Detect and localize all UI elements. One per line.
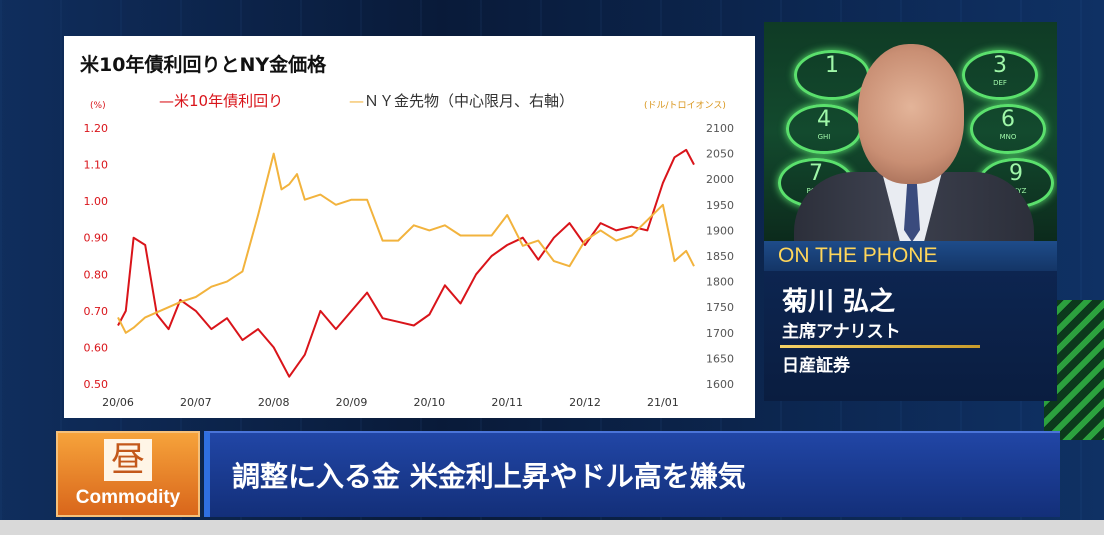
guest-company: 日産証券 [782,356,850,376]
legend-gold: —ＮＹ金先物（中心限月、右軸） [349,92,575,110]
gold-price-line [117,152,695,334]
bottom-strip [0,520,1104,535]
right-tick-label: 2050 [706,148,734,161]
x-tick-label: 20/07 [180,396,212,409]
right-tick-label: 2000 [706,173,734,186]
us-yield-line [117,148,695,378]
x-tick-label: 20/10 [413,396,445,409]
x-tick-label: 20/11 [491,396,523,409]
guest-name: 菊川 弘之 [782,287,896,317]
right-tick-label: 1700 [706,327,734,340]
right-tick-label: 1650 [706,352,734,365]
headline-text: 調整に入る金 米金利上昇やドル高を嫌気 [232,460,746,493]
left-tick-label: 1.20 [84,122,109,135]
left-tick-label: 0.90 [84,232,109,245]
guest-title: 主席アナリスト [782,322,901,342]
left-tick-label: 0.80 [84,268,109,281]
x-tick-label: 20/12 [569,396,601,409]
right-tick-label: 1850 [706,250,734,263]
divider [780,345,980,348]
legend-us-yield: —米10年債利回り [159,92,284,110]
x-tick-label: 20/08 [258,396,290,409]
headline-bar: 調整に入る金 米金利上昇やドル高を嫌気 [204,431,1060,517]
chart-panel: 米10年債利回りとNY金価格 —米10年債利回り —ＮＹ金先物（中心限月、右軸）… [64,36,755,418]
left-tick-label: 1.00 [84,195,109,208]
left-tick-label: 1.10 [84,159,109,172]
right-tick-label: 2100 [706,122,734,135]
guest-photo: 13DEF4GHI6MNO7PQRS9WXYZ [764,22,1057,242]
left-tick-label: 0.60 [84,341,109,354]
right-tick-label: 1900 [706,224,734,237]
chart-title: 米10年債利回りとNY金価格 [80,54,327,76]
x-tick-label: 20/09 [336,396,368,409]
legend-gold-label: ＮＹ金先物（中心限月、右軸） [364,92,575,110]
left-tick-label: 0.70 [84,305,109,318]
left-axis-unit: (%) [90,101,106,111]
on-phone-label: ON THE PHONE [778,244,938,267]
right-axis-unit: (ドル/トロイオンス) [644,100,726,111]
guest-info-panel: 菊川 弘之 主席アナリスト 日産証券 [764,271,1057,401]
x-tick-label: 20/06 [102,396,134,409]
segment-badge: 昼 Commodity [56,431,200,517]
segment-kanji: 昼 [104,439,152,481]
guest-face [858,44,964,184]
phone-key: 6 MNO [970,104,1046,154]
phone-key: 4 GHI [786,104,862,154]
left-tick-label: 0.50 [84,378,109,391]
right-tick-label: 1600 [706,378,734,391]
line-chart: (%) (ドル/トロイオンス) 1.20 1.10 1.00 0.90 0.80 0.70 0.… [84,100,735,409]
x-tick-label: 21/01 [647,396,679,409]
phone-key: 1 [794,50,870,100]
phone-key: 3 DEF [962,50,1038,100]
right-tick-label: 1800 [706,276,734,289]
right-tick-label: 1750 [706,301,734,314]
legend-us-yield-label: 米10年債利回り [174,92,284,110]
tie [904,182,920,242]
on-phone-banner: ON THE PHONE [764,241,1057,271]
right-tick-label: 1950 [706,199,734,212]
segment-label: Commodity [75,487,181,508]
